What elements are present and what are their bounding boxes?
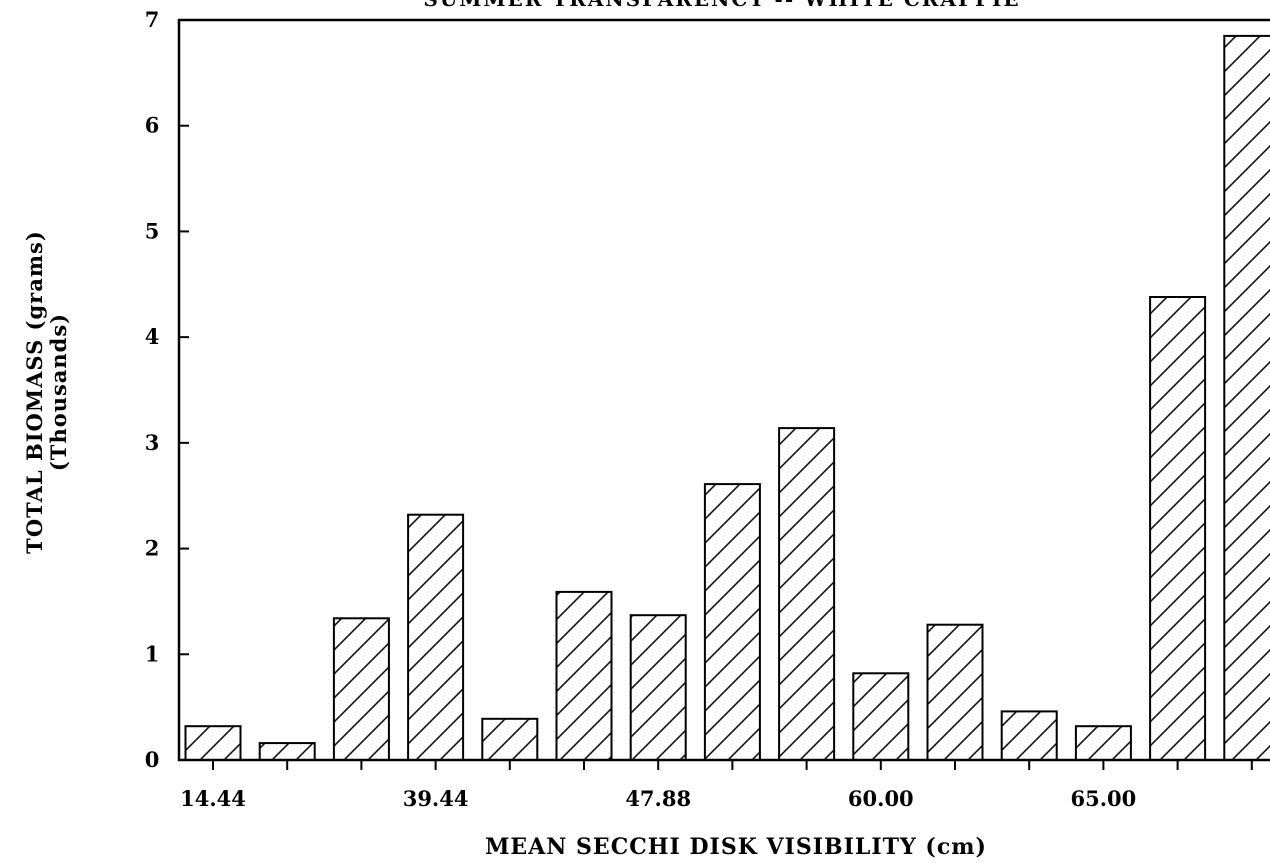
x-tick-label: 60.00 xyxy=(848,786,914,811)
plot-frame xyxy=(177,18,1270,762)
bar xyxy=(407,513,465,762)
y-axis-label-line1: TOTAL BIOMASS (grams) xyxy=(22,230,47,554)
y-tick-label: 7 xyxy=(145,7,160,32)
bar xyxy=(852,672,910,761)
y-axis-label-line2: (Thousands) xyxy=(46,313,71,471)
chart-title: SUMMER TRANSPARENCY -- WHITE CRAPPIE xyxy=(423,0,1020,11)
x-tick-label: 47.88 xyxy=(625,786,691,811)
x-tick-label: 14.44 xyxy=(180,786,246,811)
bar xyxy=(778,427,836,761)
x-tick-label: 65.00 xyxy=(1071,786,1137,811)
bar xyxy=(703,483,761,761)
x-axis-title: MEAN SECCHI DISK VISIBILITY (cm) xyxy=(485,834,987,860)
bar xyxy=(1223,34,1270,761)
y-tick-label: 3 xyxy=(145,430,160,455)
y-tick-label: 2 xyxy=(145,536,160,561)
bar xyxy=(1000,710,1058,762)
y-tick-label: 0 xyxy=(145,747,160,772)
y-axis: 0 1 2 3 4 5 6 7 xyxy=(145,7,189,772)
bar xyxy=(332,617,390,761)
x-axis: 14.44 39.44 47.88 60.00 65.00 xyxy=(180,760,1253,811)
y-tick-label: 1 xyxy=(145,641,160,666)
bar xyxy=(926,623,984,762)
bar xyxy=(629,614,687,762)
y-tick-label: 5 xyxy=(145,218,160,243)
y-tick-label: 4 xyxy=(145,324,160,349)
bar xyxy=(258,742,316,761)
bar xyxy=(184,725,242,762)
bar xyxy=(1149,296,1207,761)
bar xyxy=(1074,725,1132,762)
bar xyxy=(555,590,613,762)
y-tick-label: 6 xyxy=(145,113,160,138)
y-axis-title: TOTAL BIOMASS (grams) (Thousands) xyxy=(22,230,71,554)
bar xyxy=(481,717,539,761)
x-tick-label: 39.44 xyxy=(403,786,469,811)
bars-group xyxy=(184,34,1270,762)
